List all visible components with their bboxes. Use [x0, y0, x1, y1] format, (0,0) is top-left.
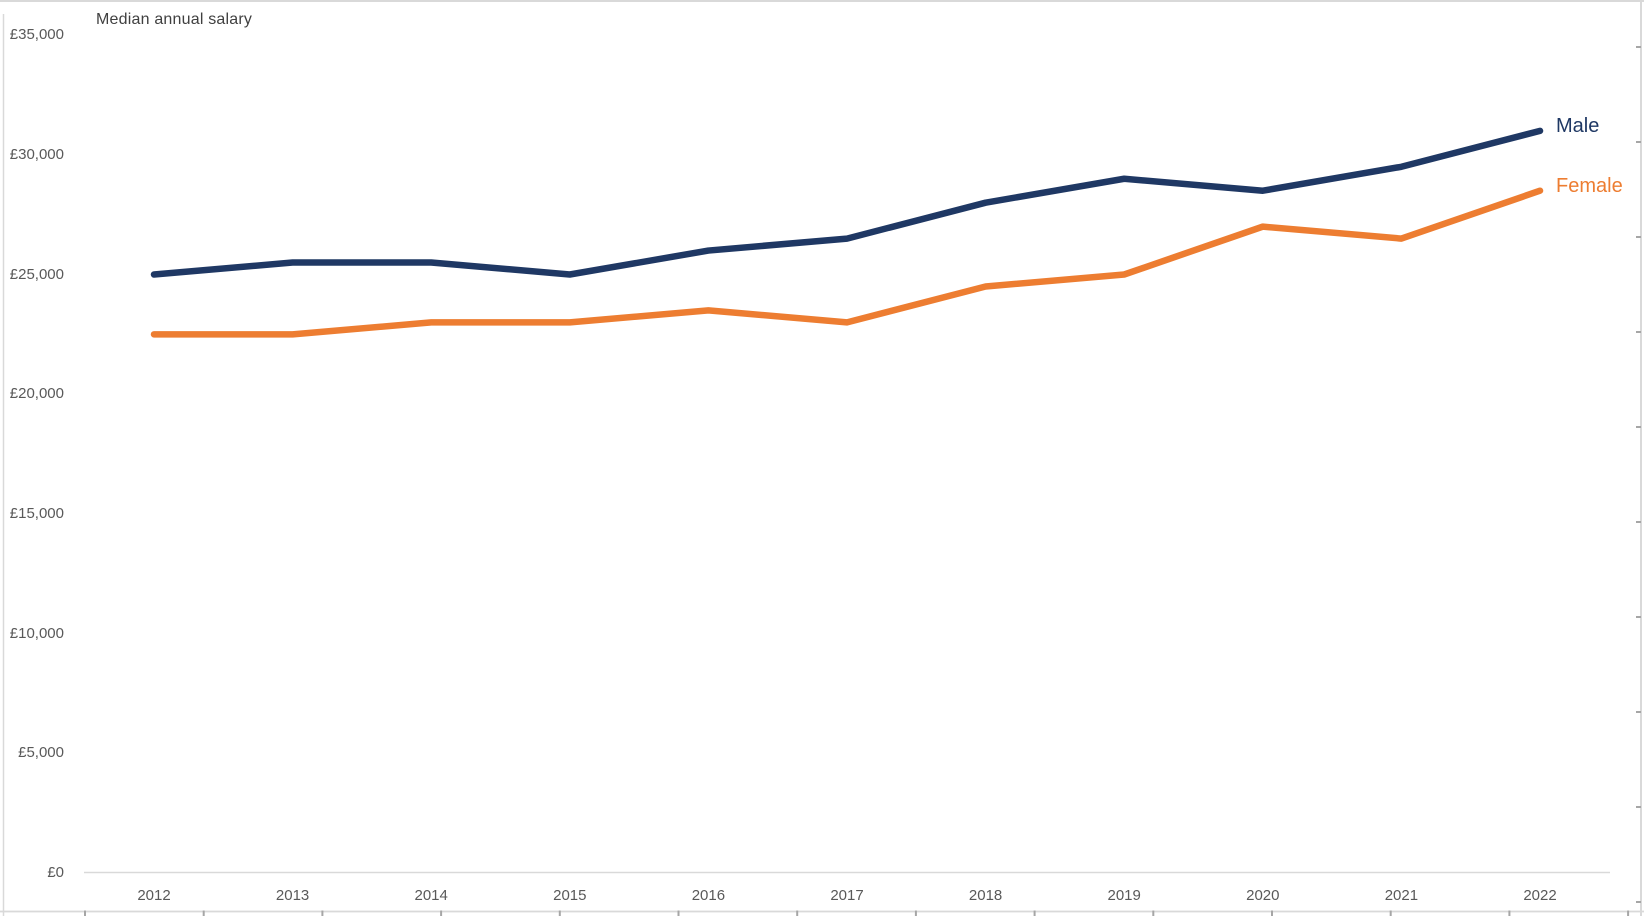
x-axis-tick-label: 2020 — [1246, 887, 1280, 904]
right-edge-ticks — [1636, 46, 1641, 903]
y-axis-tick-label: £30,000 — [9, 145, 64, 163]
male-series-line[interactable] — [150, 127, 1544, 278]
y-axis-tick-label: £15,000 — [9, 504, 64, 522]
y-axis-tick-label: £25,000 — [9, 265, 64, 283]
x-axis-tick-label: 2013 — [275, 887, 310, 904]
x-axis-tick-label: 2018 — [968, 887, 1003, 904]
y-axis-tick-label: £5,000 — [18, 744, 64, 762]
female-series-line[interactable] — [150, 187, 1544, 338]
x-axis-tick-label: 2015 — [553, 887, 587, 904]
x-axis-tick-label: 2019 — [1107, 887, 1141, 904]
series-lines — [150, 127, 1544, 338]
x-axis-tick-label: 2017 — [830, 887, 864, 904]
x-axis-tick-label: 2014 — [414, 887, 448, 904]
series-label-male[interactable]: Male — [1556, 114, 1600, 137]
bottom-edge-ticks — [84, 910, 1630, 916]
x-axis-tick-label: 2012 — [137, 887, 171, 904]
x-axis-tick-label: 2022 — [1523, 887, 1557, 904]
x-axis-tick-label: 2016 — [691, 887, 726, 904]
series-label-female[interactable]: Female — [1556, 174, 1623, 197]
chart-title: Median annual salary — [96, 11, 253, 28]
y-axis-tick-label: £35,000 — [9, 26, 64, 44]
y-axis-tick-label: £0 — [47, 864, 64, 881]
x-axis-tick-label: 2021 — [1384, 887, 1419, 904]
y-axis-tick-label: £20,000 — [9, 385, 64, 403]
y-axis-tick-label: £10,000 — [9, 624, 64, 642]
